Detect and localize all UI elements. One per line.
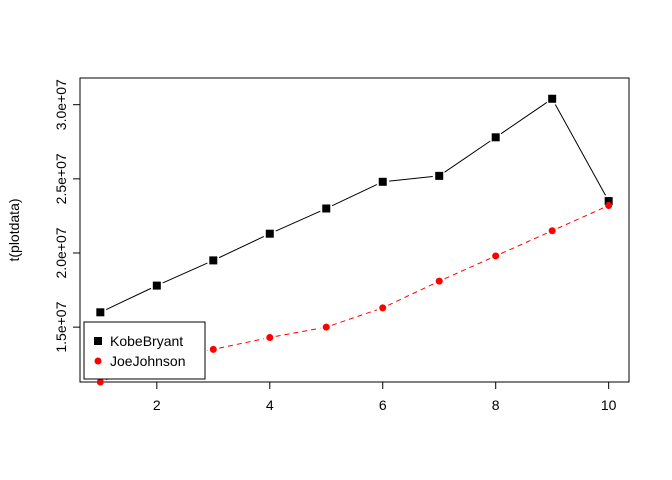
series-line-kobebryant xyxy=(105,287,152,310)
point-joejohnson xyxy=(379,304,387,312)
y-tick-label: 2.0e+07 xyxy=(53,227,69,278)
point-joejohnson xyxy=(322,323,330,331)
point-kobebryant xyxy=(96,308,105,317)
y-tick-label: 1.5e+07 xyxy=(53,301,69,352)
point-kobebryant xyxy=(491,133,500,142)
series-line-joejohnson xyxy=(444,257,491,280)
series-line-kobebryant xyxy=(500,102,548,135)
legend-box xyxy=(83,321,206,380)
series-line-joejohnson xyxy=(557,207,604,229)
point-kobebryant xyxy=(322,204,331,213)
y-tick-label: 3.0e+07 xyxy=(53,79,69,130)
legend-label-kobebryant: KobeBryant xyxy=(110,333,183,349)
legend-label-joejohnson: JoeJohnson xyxy=(110,353,186,369)
legend: KobeBryant JoeJohnson xyxy=(83,321,206,380)
y-tick-label: 2.5e+07 xyxy=(53,153,69,204)
series-line-kobebryant xyxy=(554,104,606,196)
x-tick-label: 10 xyxy=(601,397,617,413)
point-kobebryant xyxy=(378,177,387,186)
series-line-kobebryant xyxy=(389,176,433,182)
point-joejohnson xyxy=(96,378,104,386)
x-tick-label: 4 xyxy=(266,397,274,413)
series-line-kobebryant xyxy=(444,140,491,173)
series-line-joejohnson xyxy=(331,309,378,326)
series-line-kobebryant xyxy=(331,184,378,207)
point-joejohnson xyxy=(605,202,613,210)
point-kobebryant xyxy=(209,256,218,265)
series-line-joejohnson xyxy=(275,327,321,337)
y-axis-label: t(plotdata) xyxy=(6,198,22,261)
series-line-kobebryant xyxy=(218,236,265,259)
legend-marker-joejohnson xyxy=(94,357,102,365)
x-tick-label: 8 xyxy=(492,397,500,413)
point-kobebryant xyxy=(265,229,274,238)
point-joejohnson xyxy=(209,345,217,353)
point-joejohnson xyxy=(548,227,556,235)
series-line-joejohnson xyxy=(387,283,435,306)
series-line-joejohnson xyxy=(500,232,547,254)
x-tick-label: 2 xyxy=(153,397,161,413)
point-joejohnson xyxy=(492,252,500,260)
series-line-kobebryant xyxy=(275,210,321,232)
point-kobebryant xyxy=(548,94,557,103)
point-kobebryant xyxy=(152,281,161,290)
x-tick-label: 6 xyxy=(379,397,387,413)
point-kobebryant xyxy=(604,197,613,206)
series-line-kobebryant xyxy=(162,262,208,284)
legend-marker-kobebryant xyxy=(94,337,102,345)
series-line-joejohnson xyxy=(219,338,265,349)
point-kobebryant xyxy=(435,171,444,180)
point-joejohnson xyxy=(266,334,274,342)
point-joejohnson xyxy=(435,277,443,285)
